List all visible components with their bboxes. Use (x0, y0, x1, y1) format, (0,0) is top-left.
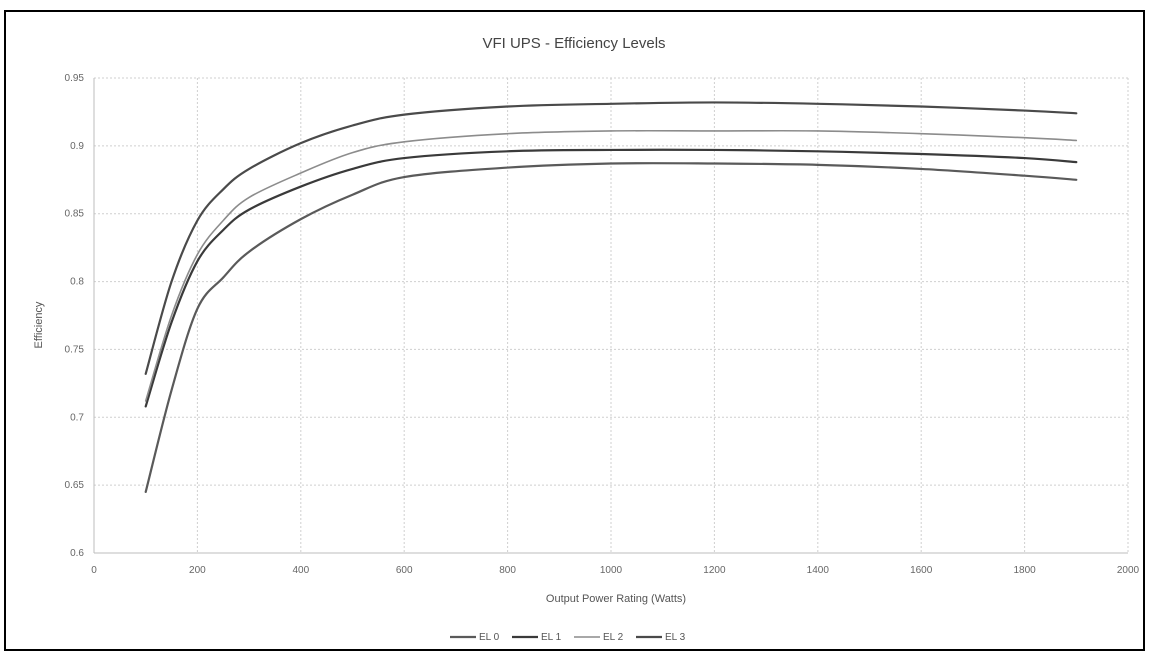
efficiency-line-chart: VFI UPS - Efficiency Levels 0.60.650.70.… (33, 35, 1140, 643)
chart-title: VFI UPS - Efficiency Levels (482, 35, 665, 52)
legend-label-el-3: EL 3 (665, 632, 686, 643)
y-tick-label: 0.7 (70, 412, 84, 423)
x-tick-label: 800 (499, 565, 516, 576)
y-tick-label: 0.95 (65, 73, 85, 84)
x-tick-label: 1600 (910, 565, 933, 576)
y-axis-title: Efficiency (33, 301, 45, 348)
x-tick-label: 200 (189, 565, 206, 576)
axes: 0.6 0.65 0.7 0.75 0.8 0.85 0.9 0.95 0 200 400 600 80… (65, 73, 1140, 576)
series-lines (144, 101, 1078, 494)
grid-lines (93, 77, 1129, 554)
legend-label-el-0: EL 0 (479, 632, 500, 643)
y-tick-label: 0.75 (65, 344, 85, 355)
x-tick-label: 1400 (807, 565, 830, 576)
series-line-el-2 (144, 129, 1078, 402)
series-line-el-1 (144, 148, 1078, 408)
y-tick-label: 0.9 (70, 141, 84, 152)
x-tick-label: 1200 (703, 565, 726, 576)
chart-frame: VFI UPS - Efficiency Levels 0.6 0.65 0.7 0.… (4, 10, 1145, 651)
y-tick-label: 0.65 (65, 480, 85, 491)
legend-label-el-1: EL 1 (541, 632, 562, 643)
y-tick-label: 0.6 (70, 548, 84, 559)
x-tick-label: 2000 (1117, 565, 1140, 576)
y-tick-label: 0.8 (70, 277, 84, 288)
x-axis-title: Output Power Rating (Watts) (546, 593, 686, 605)
legend: EL 0 EL 1 EL 2 EL 3 (450, 632, 686, 643)
y-tick-label: 0.85 (65, 209, 85, 220)
series-line-el-0 (144, 162, 1078, 494)
x-tick-label: 0 (91, 565, 97, 576)
legend-label-el-2: EL 2 (603, 632, 624, 643)
x-tick-label: 400 (292, 565, 309, 576)
x-tick-label: 1000 (600, 565, 623, 576)
x-tick-label: 1800 (1013, 565, 1036, 576)
series-line-el-3 (144, 101, 1078, 375)
x-tick-label: 600 (396, 565, 413, 576)
